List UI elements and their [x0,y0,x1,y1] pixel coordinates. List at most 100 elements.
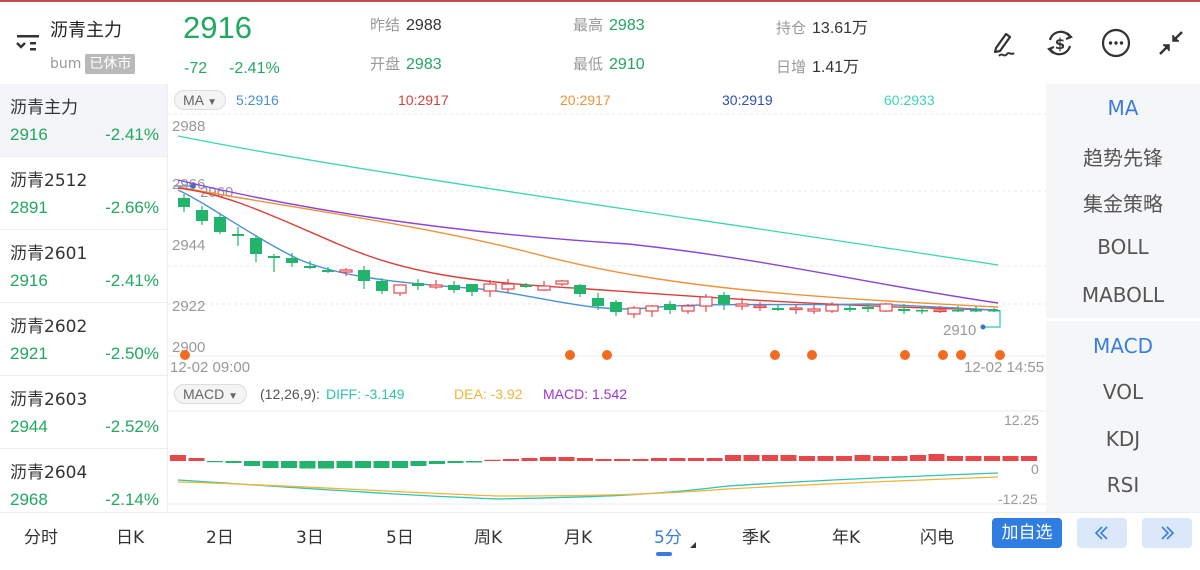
sidebar-item-2602[interactable]: 沥青2602 2921 -2.50% [0,303,167,376]
sidebar-item-pct: -2.66% [105,198,159,217]
ma5-value: 5:2916 [236,92,279,108]
stat-open: 开盘 2983 [370,53,442,74]
ma60-line [177,135,999,266]
indicator-macd[interactable]: MACD [1093,334,1153,358]
top-accent-line [0,0,1200,2]
active-tab-indicator [656,552,672,556]
stat-open-interest: 持仓 13.61万 [776,14,868,38]
price-change: -72 [184,60,208,77]
macd-tick-low: -12.25 [998,491,1038,507]
more-icon[interactable] [1099,26,1133,60]
indicator-kdj[interactable]: KDJ [1105,427,1141,451]
indicator-maboll[interactable]: MABOLL [1081,283,1165,307]
indicator-vol[interactable]: VOL [1102,380,1144,404]
tab-daily-k[interactable]: 日K [116,528,145,548]
indicator-ma[interactable]: MA [1107,96,1139,120]
stat-high: 最高 2983 [573,14,645,35]
sidebar-item-2512[interactable]: 沥青2512 2891 -2.66% [0,157,167,230]
next-contract-button[interactable] [1142,518,1192,548]
sidebar-item-2603[interactable]: 沥青2603 2944 -2.52% [0,376,167,449]
stat-low: 最低 2910 [573,53,645,74]
tab-3day[interactable]: 3日 [296,528,324,548]
ma30-line [177,179,999,304]
indicator-rsi[interactable]: RSI [1106,473,1140,497]
sidebar-item-name: 沥青2604 [10,463,88,483]
ma60-value: 60:2933 [884,92,935,108]
x-start-time: 12-02 09:00 [170,359,250,376]
high-price-marker: 2960 [200,184,233,201]
ma-selector[interactable]: MA ▼ [174,90,227,110]
tab-2day[interactable]: 2日 [206,528,234,548]
ma-legend: MA ▼ 5:2916 10:2917 20:2917 30:2919 60:2… [168,88,1046,112]
contract-list-icon[interactable] [14,30,42,56]
contract-name: 沥青主力 [50,20,122,41]
macd-tick-high: 12.25 [1004,412,1039,428]
macd-params: (12,26,9): [260,386,320,402]
macd-selector[interactable]: MACD ▼ [174,384,248,404]
tab-quarterly-k[interactable]: 季K [742,528,771,548]
ma-selector-label: MA [183,92,204,108]
indicator-panel: MA 趋势先锋 集金策略 BOLL MABOLL MACD VOL KDJ RS… [1046,84,1200,512]
dropdown-caret-icon: ▼ [228,391,239,402]
sidebar-item-price: 2916 [10,125,48,144]
quote-header: 沥青主力 bum 已休市 2916 -72 -2.41% 昨结 2988 开盘 298… [0,2,1200,84]
sidebar-item-name: 沥青2603 [10,390,88,410]
ma20-value: 20:2917 [560,92,611,108]
stat-prev-settle: 昨结 2988 [370,14,442,35]
draw-icon[interactable] [986,26,1020,60]
sidebar-item-price: 2921 [10,344,48,363]
double-chevron-left-icon [1094,526,1108,540]
tab-yearly-k[interactable]: 年K [832,528,861,548]
sidebar-item-name: 沥青2601 [10,244,88,264]
sidebar-item-price: 2891 [10,198,48,217]
stat-label: 日增 [776,58,807,76]
indicator-capital-strategy[interactable]: 集金策略 [1083,192,1163,216]
stat-label: 最高 [573,16,604,34]
collapse-icon[interactable] [1154,26,1188,60]
dropdown-caret-icon: ▼ [207,97,218,108]
stat-value: 2983 [609,17,645,34]
sidebar-item-2601[interactable]: 沥青2601 2916 -2.41% [0,230,167,303]
ma30-value: 30:2919 [722,92,773,108]
stat-value: 13.61万 [812,20,869,37]
tab-5min[interactable]: 5分 [654,528,682,548]
tab-flash[interactable]: 闪电 [920,528,954,548]
contract-sidebar: 沥青主力 2916 -2.41% 沥青2512 2891 -2.66% 沥青26… [0,84,168,512]
add-watchlist-button[interactable]: 加自选 [992,518,1062,548]
sidebar-item-2604[interactable]: 沥青2604 2968 -2.14% [0,449,167,522]
sidebar-item-price: 2968 [10,490,48,509]
last-price: 2916 [183,10,252,45]
stat-value: 2983 [406,56,442,73]
price-change-pct: -2.41% [229,60,280,77]
sidebar-item-pct: -2.14% [105,490,159,509]
stat-label: 最低 [573,55,604,73]
indicator-boll[interactable]: BOLL [1097,235,1149,259]
prev-contract-button[interactable] [1077,518,1127,548]
kline-chart-canvas[interactable]: 2988 2966 2944 2922 2900 12-02 09:00 12-… [168,84,1046,512]
indicator-divider [1046,318,1200,321]
tab-weekly-k[interactable]: 周K [474,528,503,548]
tab-monthly-k[interactable]: 月K [564,528,593,548]
stat-label: 持仓 [776,19,807,37]
stat-label: 开盘 [370,55,401,73]
y-tick-2900: 2900 [172,339,205,356]
indicator-trend-pioneer[interactable]: 趋势先锋 [1083,146,1163,170]
sidebar-item-price: 2944 [10,417,48,436]
contract-code-text: bum [50,56,82,72]
tab-timeshare[interactable]: 分时 [24,528,58,548]
macd-tick-zero: 0 [1031,461,1039,477]
currency-exchange-icon[interactable]: $ [1043,26,1077,60]
ma20-line [177,186,999,308]
y-tick-2988: 2988 [172,118,205,135]
sidebar-item-main[interactable]: 沥青主力 2916 -2.41% [0,84,167,157]
tab-5day[interactable]: 5日 [386,528,414,548]
diff-line [177,472,999,500]
kline-chart-area[interactable]: 2988 2966 2944 2922 2900 12-02 09:00 12-… [168,84,1046,512]
period-dropdown-caret-icon[interactable] [690,542,696,548]
svg-text:$: $ [1055,35,1065,53]
sidebar-item-pct: -2.41% [105,271,159,290]
ma10-value: 10:2917 [398,92,449,108]
stat-value: 2910 [609,56,645,73]
sidebar-item-price: 2916 [10,271,48,290]
sidebar-item-pct: -2.41% [105,125,159,144]
